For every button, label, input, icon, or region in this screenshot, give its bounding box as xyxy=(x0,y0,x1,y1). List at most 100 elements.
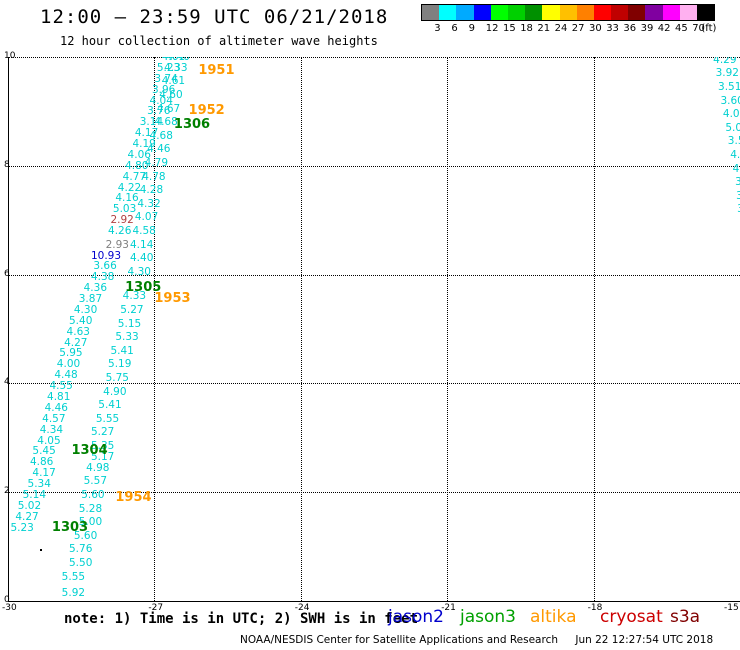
wave-height-value: 4.07 xyxy=(722,108,740,121)
color-bar-swatch xyxy=(490,5,508,20)
wave-height-value: 3.51 xyxy=(718,80,740,93)
wave-height-value: 4.48 xyxy=(54,369,78,382)
wave-height-value: 2.92 xyxy=(110,214,134,227)
wave-height-value: 3 xyxy=(736,189,740,202)
wave-height-value: 4.29 xyxy=(713,57,737,66)
color-bar-swatch xyxy=(456,5,474,20)
wave-height-value: 5.35 xyxy=(90,439,115,452)
wave-height-value: 4.32 xyxy=(137,197,161,210)
y-tick-label: 10 xyxy=(4,51,16,61)
grid-line-vertical xyxy=(154,57,156,601)
wave-height-value: 4.86 xyxy=(29,456,54,469)
wave-height-value: 5.57 xyxy=(83,475,108,488)
x-tick-label: -27 xyxy=(148,603,164,613)
color-bar-label: 21 xyxy=(537,23,551,34)
grid-line-horizontal xyxy=(8,165,740,167)
wave-height-value: 4.78 xyxy=(142,170,166,183)
y-tick-label: 4 xyxy=(4,377,10,388)
legend-entry-s3a: s3a xyxy=(670,607,701,627)
wave-height-value: 4.46 xyxy=(44,401,68,414)
y-axis xyxy=(8,57,9,601)
wave-height-value: 5.27 xyxy=(90,426,115,439)
wave-height-value: 4.61 xyxy=(161,75,186,88)
wave-height-value: 4.79 xyxy=(144,157,169,170)
legend-entry-cryosat: cryosat xyxy=(600,607,663,627)
wave-height-value: 5.60 xyxy=(81,488,105,501)
footnote: note: 1) Time is in UTC; 2) SWH is in fe… xyxy=(64,611,419,627)
wave-height-value: 5.27 xyxy=(120,303,144,316)
wave-height-value: 5.17 xyxy=(90,450,115,463)
grid-line-vertical xyxy=(300,57,302,601)
wave-height-value: 4.27 xyxy=(64,336,88,349)
wave-height-value: 5.05 xyxy=(725,121,740,134)
wave-height-value: 5.50 xyxy=(69,556,93,569)
color-bar-label: (ft) xyxy=(701,23,717,34)
color-bar: 3 6 9 12 15 18 21 24 27 30 33 36 39 42 45 70 (ft) xyxy=(421,4,717,35)
color-bar-swatch xyxy=(422,5,440,20)
pass-number-label: 1952 xyxy=(188,103,225,119)
wave-height-value: 5.92 xyxy=(61,586,86,599)
pass-number-label: 1306 xyxy=(173,117,211,132)
pass-number-label: 1954 xyxy=(115,489,152,505)
wave-height-value: 5.28 xyxy=(78,502,103,515)
color-bar-swatch xyxy=(439,5,457,20)
wave-height-value: 10.93 xyxy=(90,249,122,262)
wave-height-value: 5.55 xyxy=(61,570,86,583)
wave-height-value: 4.80 xyxy=(125,159,149,172)
wave-height-value: 4.58 xyxy=(132,225,156,238)
wave-height-value: 5.23 xyxy=(156,61,181,74)
color-bar-swatch xyxy=(697,5,715,20)
x-tick-label: -21 xyxy=(441,603,456,613)
page-subtitle: 12 hour collection of altimeter wave hei… xyxy=(60,34,378,48)
wave-height-value: 4.27 xyxy=(15,510,39,523)
wave-height-value: 5.55 xyxy=(95,412,120,425)
wave-height-value: 5.34 xyxy=(27,478,51,491)
color-bar-labels: 3 6 9 12 15 18 21 24 27 30 33 36 39 42 45 70 (ft) xyxy=(421,21,717,35)
color-bar-label: 39 xyxy=(640,23,654,34)
wave-height-value: 4.0 xyxy=(730,148,740,161)
wave-height-value: 4.81 xyxy=(47,391,71,403)
color-bar-swatch xyxy=(593,5,612,20)
wave-height-value: 3.5 xyxy=(727,135,740,148)
color-bar-swatch xyxy=(679,5,697,20)
color-bar-swatch xyxy=(576,5,594,20)
grid-line-horizontal xyxy=(8,492,740,494)
x-axis xyxy=(8,601,740,602)
pass-number-label: 1953 xyxy=(154,291,191,307)
wave-height-value: 3.96 xyxy=(151,83,176,96)
wave-height-value: 4.30 xyxy=(73,303,98,316)
wave-height-value: 4.55 xyxy=(49,380,73,393)
x-tick-label: -15 xyxy=(724,603,739,613)
color-bar-label: 45 xyxy=(675,23,688,34)
legend-entry-altika: altika xyxy=(530,607,577,627)
wave-height-value: 4.98 xyxy=(86,461,110,474)
grid-line-horizontal xyxy=(8,383,740,385)
pass-number-label: 1303 xyxy=(51,519,89,535)
wave-height-value: 5.95 xyxy=(59,347,83,360)
wave-height-value: 3.87 xyxy=(78,293,103,306)
wave-height-value: 3.92 xyxy=(715,67,739,80)
wave-height-value: 4.19 xyxy=(132,138,156,151)
wave-height-value: 4.07 xyxy=(134,211,159,224)
color-bar-swatch xyxy=(542,5,560,20)
color-bar-label: 9 xyxy=(468,23,475,34)
wave-height-value: 5.45 xyxy=(32,445,56,458)
wave-height-value: 5.60 xyxy=(73,529,98,542)
color-bar-swatch xyxy=(473,5,491,20)
wave-height-value: 3.76 xyxy=(147,105,171,118)
wave-height-value: 5.02 xyxy=(17,499,42,512)
color-bar-label: 3 xyxy=(434,23,441,34)
wave-height-value: 2.93 xyxy=(105,238,129,251)
wave-height-value: 4.61 xyxy=(161,57,186,63)
credit-line: NOAA/NESDIS Center for Satellite Applica… xyxy=(240,634,713,646)
wave-height-value: 5.76 xyxy=(69,543,93,556)
credit-text: NOAA/NESDIS Center for Satellite Applica… xyxy=(240,634,558,646)
x-tick-label: -30 xyxy=(2,603,17,613)
wave-height-value: 3.60 xyxy=(720,94,740,107)
color-bar-label: 24 xyxy=(554,23,568,34)
track-point-marker xyxy=(39,549,42,552)
wave-height-value: 4.34 xyxy=(39,423,64,436)
color-bar-swatch xyxy=(525,5,543,20)
wave-height-value: 5.15 xyxy=(117,317,142,330)
wave-height-value: 5.75 xyxy=(105,371,129,384)
